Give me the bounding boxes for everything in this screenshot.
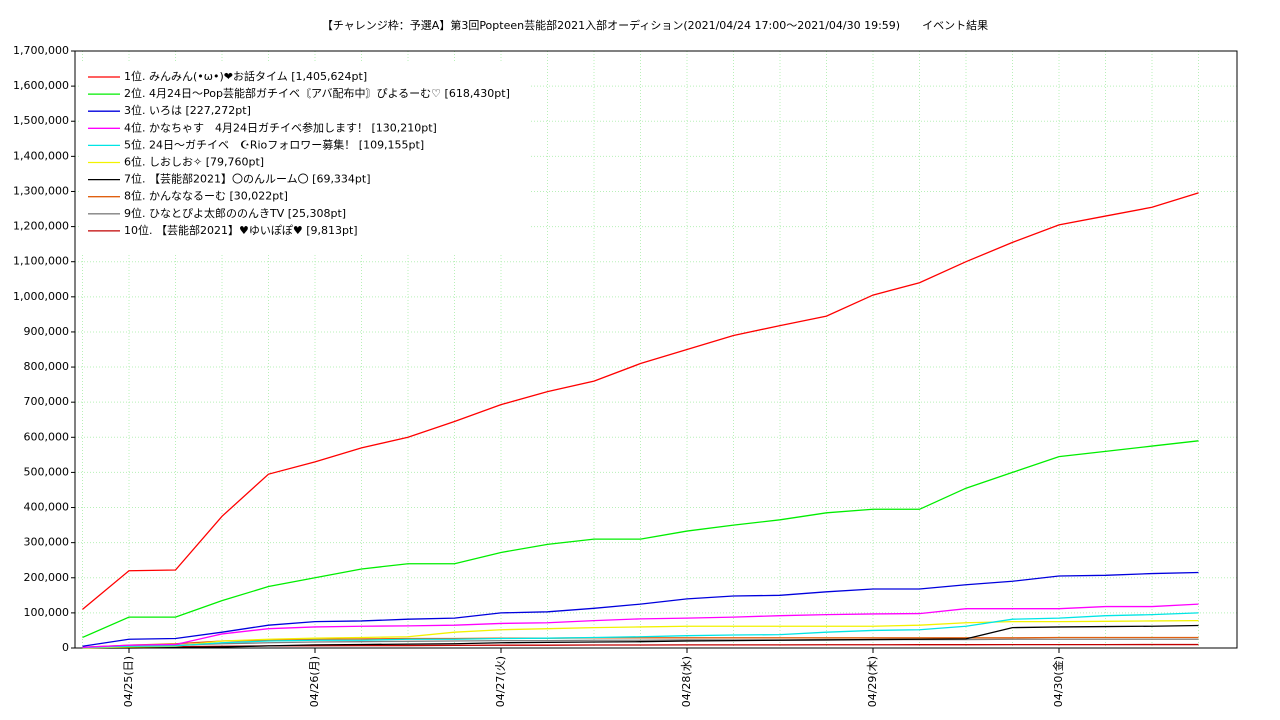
y-tick-label: 1,000,000 [13,290,69,303]
y-tick-label: 400,000 [24,501,70,514]
y-tick-label: 900,000 [24,325,70,338]
legend-label: 2位. 4月24日〜Pop芸能部ガチイベ〘アバ配布中〙ぴよるーむ♡ [618,4… [124,86,510,100]
y-tick-label: 1,100,000 [13,255,69,268]
legend-label: 7位. 【芸能部2021】〇のんルーム〇 [69,334pt] [124,172,371,186]
x-tick-label: 04/25(日) [122,656,135,707]
legend-label: 1位. みんみん(•ω•)❤お話タイム [1,405,624pt] [124,69,367,83]
y-tick-label: 200,000 [24,571,70,584]
x-tick-label: 04/29(木) [866,656,879,707]
y-tick-label: 700,000 [24,395,70,408]
series-line [82,440,1199,639]
y-tick-label: 0 [62,641,69,654]
y-tick-label: 1,200,000 [13,220,69,233]
legend-label: 3位. いろは [227,272pt] [124,103,251,117]
y-tick-label: 1,400,000 [13,149,69,162]
y-tick-label: 1,500,000 [13,114,69,127]
y-tick-label: 300,000 [24,536,70,549]
series-line [82,638,1199,649]
legend-label: 10位. 【芸能部2021】♥ゆいぽぽ♥ [9,813pt] [124,223,358,237]
series-line [82,612,1199,649]
series-line [82,192,1199,610]
y-tick-label: 1,300,000 [13,184,69,197]
x-tick-label: 04/28(水) [680,656,693,707]
legend-box [80,62,530,253]
chart-title: 【チャレンジ枠：予選A】第3回Popteen芸能部2021入部オーディション(2… [322,18,988,32]
legend-label: 4位. かなちゃす 4月24日ガチイベ参加します！ [130,210pt] [124,120,437,134]
series-line [82,636,1199,648]
legend-label: 9位. ひなとぴよ太郎ののんきTV [25,308pt] [124,206,346,220]
y-tick-label: 600,000 [24,430,70,443]
x-tick-label: 04/26(月) [308,656,321,707]
series-line [82,571,1199,647]
legend-label: 5位. 24日〜ガチイベ ☪Rioフォロワー募集！ [109,155pt] [124,137,424,151]
legend-label: 6位. しおしお✧ [79,760pt] [124,155,264,169]
legend-label: 8位. かんななるーむ [30,022pt] [124,189,288,203]
y-tick-label: 1,600,000 [13,79,69,92]
series-line [82,619,1199,649]
series-line [82,624,1199,649]
plot-frame [74,50,1238,649]
y-tick-label: 500,000 [24,465,70,478]
x-tick-label: 04/30(金) [1051,656,1065,707]
y-tick-label: 1,700,000 [13,44,69,57]
series-line [82,603,1199,648]
x-tick-label: 04/27(火) [494,656,507,707]
y-tick-label: 800,000 [24,360,70,373]
y-tick-label: 100,000 [24,606,70,619]
